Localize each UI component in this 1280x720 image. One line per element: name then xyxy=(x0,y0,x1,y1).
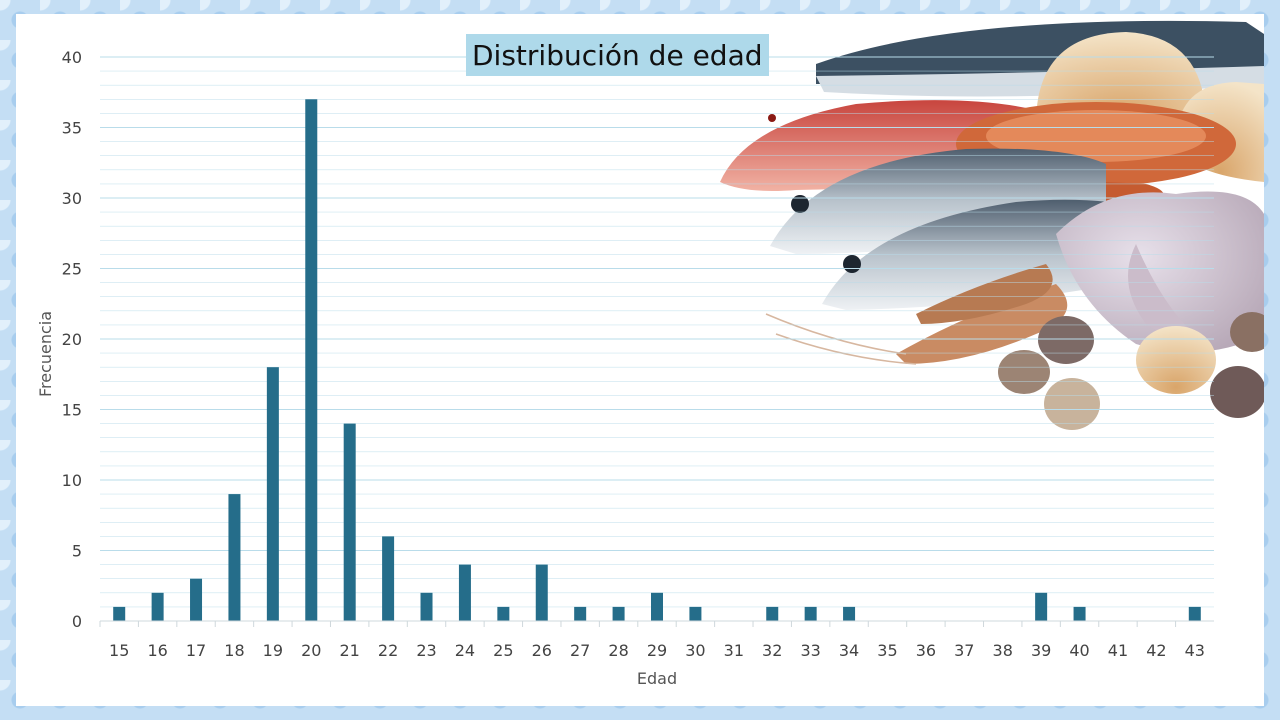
x-tick-label: 20 xyxy=(301,641,321,660)
x-tick-label: 17 xyxy=(186,641,206,660)
y-tick-label: 30 xyxy=(62,189,82,208)
bar xyxy=(228,494,241,621)
bar xyxy=(497,606,510,621)
x-tick-label: 28 xyxy=(608,641,628,660)
x-axis-label: Edad xyxy=(637,669,677,688)
y-tick-label: 15 xyxy=(62,401,82,420)
bar xyxy=(689,606,702,621)
bar xyxy=(574,606,587,621)
chart-title: Distribución de edad xyxy=(466,34,769,76)
bar xyxy=(651,592,663,621)
bar xyxy=(612,606,625,621)
bar xyxy=(1188,606,1201,621)
bar xyxy=(151,592,164,621)
x-tick-label: 26 xyxy=(532,641,552,660)
bar xyxy=(113,606,126,621)
bars xyxy=(113,99,1201,622)
y-axis-ticks: 0 5 10 15 20 25 30 35 40 xyxy=(62,48,82,631)
slide: 0 5 10 15 20 25 30 35 40 15 16 17 18 19 20 21 22 23 24 25 2… xyxy=(16,14,1264,706)
x-tick-label: 25 xyxy=(493,641,513,660)
x-axis-ticks: 15 16 17 18 19 20 21 22 23 24 25 26 27 28 29 30 31 32 33 34… xyxy=(99,621,1205,660)
bar xyxy=(458,564,471,621)
x-tick-label: 27 xyxy=(570,641,590,660)
bar xyxy=(804,606,817,621)
bar xyxy=(382,536,395,621)
x-tick-label: 34 xyxy=(839,641,859,660)
bar xyxy=(766,606,779,621)
bar xyxy=(535,564,548,621)
chart: 0 5 10 15 20 25 30 35 40 15 16 17 18 19 20 21 22 23 24 25 2… xyxy=(36,48,1214,688)
x-tick-label: 29 xyxy=(647,641,667,660)
bar xyxy=(420,592,433,621)
y-axis-label: Frecuencia xyxy=(36,311,55,397)
x-tick-label: 38 xyxy=(993,641,1013,660)
y-tick-label: 40 xyxy=(62,48,82,67)
x-tick-label: 33 xyxy=(800,641,820,660)
x-tick-label: 16 xyxy=(147,641,167,660)
x-tick-label: 41 xyxy=(1108,641,1128,660)
x-tick-label: 43 xyxy=(1185,641,1205,660)
x-tick-label: 42 xyxy=(1146,641,1166,660)
x-tick-label: 30 xyxy=(685,641,705,660)
bar xyxy=(343,423,356,621)
y-tick-label: 20 xyxy=(62,330,82,349)
bar xyxy=(305,99,318,622)
y-tick-label: 0 xyxy=(72,612,82,631)
y-tick-label: 5 xyxy=(72,542,82,561)
x-tick-label: 23 xyxy=(416,641,436,660)
x-tick-label: 39 xyxy=(1031,641,1051,660)
x-tick-label: 22 xyxy=(378,641,398,660)
x-tick-label: 21 xyxy=(340,641,360,660)
x-tick-label: 24 xyxy=(455,641,475,660)
x-tick-label: 18 xyxy=(224,641,244,660)
y-tick-label: 35 xyxy=(62,119,82,138)
x-tick-label: 31 xyxy=(724,641,744,660)
bar xyxy=(1073,606,1086,621)
x-tick-label: 15 xyxy=(109,641,129,660)
bar xyxy=(190,578,203,621)
bar xyxy=(1035,592,1048,621)
y-tick-label: 10 xyxy=(62,471,82,490)
bar xyxy=(843,606,856,621)
x-tick-label: 40 xyxy=(1069,641,1089,660)
bar xyxy=(266,367,279,621)
x-tick-label: 35 xyxy=(877,641,897,660)
x-tick-label: 36 xyxy=(916,641,936,660)
x-tick-label: 19 xyxy=(263,641,283,660)
x-tick-label: 32 xyxy=(762,641,782,660)
y-tick-label: 25 xyxy=(62,260,82,279)
x-tick-label: 37 xyxy=(954,641,974,660)
